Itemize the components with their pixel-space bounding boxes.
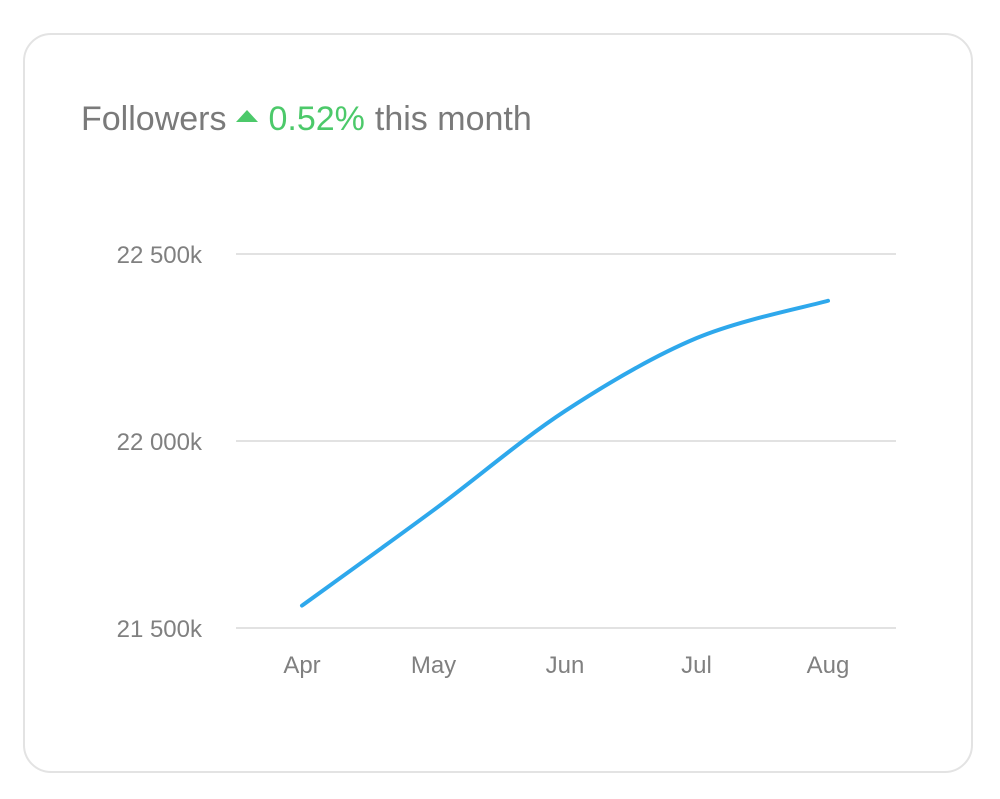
series-layer — [300, 298, 830, 608]
x-tick-label: Jun — [546, 652, 585, 679]
grid-lines — [236, 253, 896, 629]
y-tick-label: 22 500k — [117, 242, 203, 269]
metric-label: Followers — [81, 99, 227, 138]
x-axis-ticks: Apr May Jun Jul Aug — [283, 652, 849, 679]
chart-card — [23, 33, 973, 773]
x-tick-label: Apr — [283, 652, 320, 679]
triangle-up-icon — [236, 110, 259, 122]
change-period: this month — [374, 99, 532, 138]
x-tick-label: Aug — [807, 652, 850, 679]
x-tick-label: May — [411, 652, 456, 679]
x-tick-label: Jul — [681, 652, 712, 679]
y-tick-label: 21 500k — [117, 616, 203, 643]
y-tick-label: 22 000k — [117, 429, 203, 456]
chart-header: Followers 0.52% this month — [81, 96, 532, 142]
y-axis-ticks: 21 500k 22 000k 22 500k — [117, 242, 203, 643]
change-percentage: 0.52% — [268, 99, 365, 138]
series-line-0 — [300, 298, 830, 608]
